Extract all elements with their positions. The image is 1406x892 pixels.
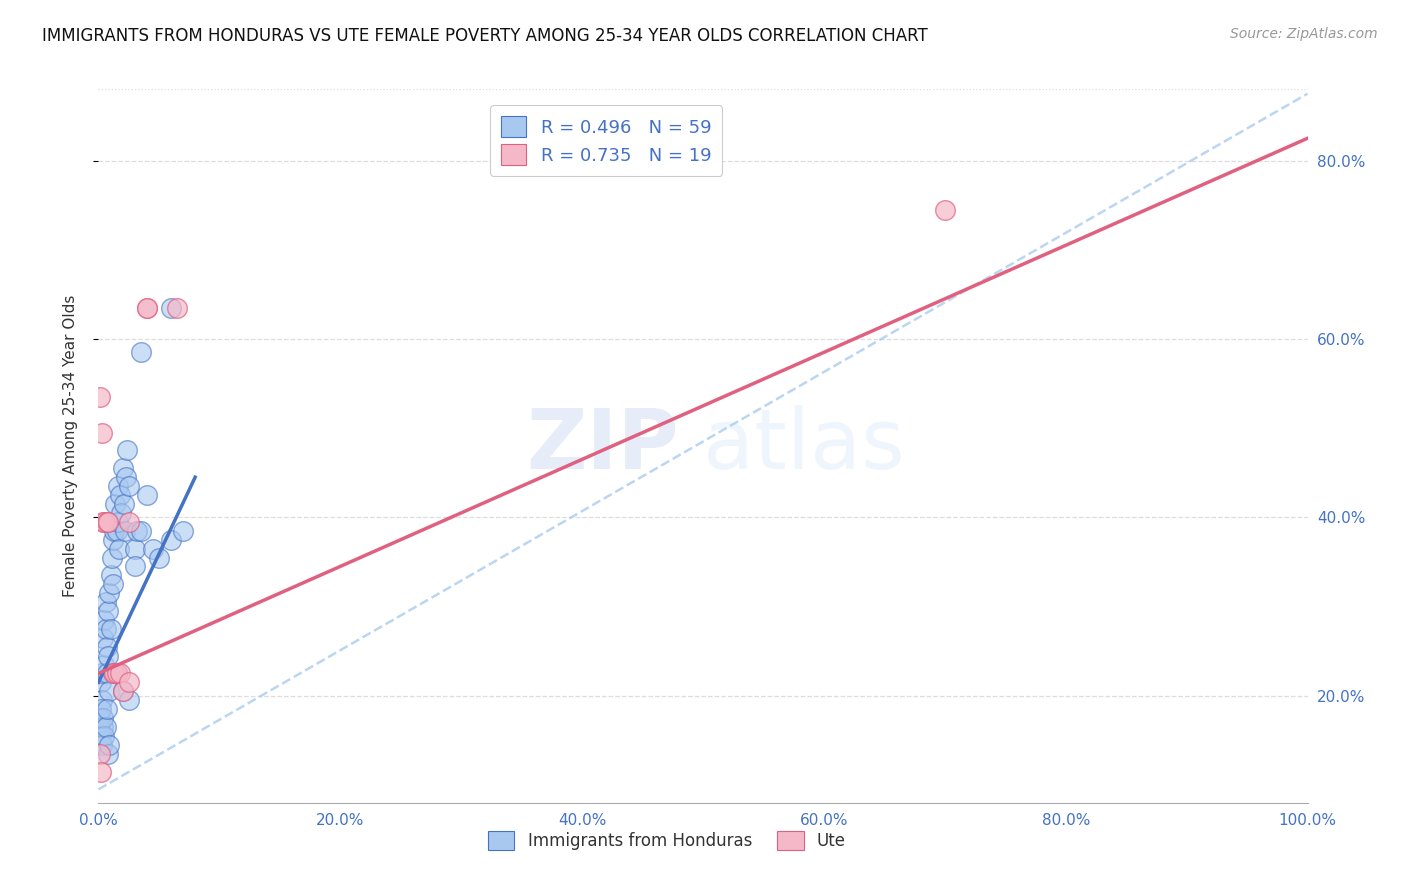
Point — [108, 666, 131, 681]
Point — [97, 515, 120, 529]
Point — [103, 666, 125, 681]
Point — [118, 515, 141, 529]
Point — [107, 479, 129, 493]
Point — [105, 666, 128, 681]
Point — [148, 550, 170, 565]
Point — [101, 577, 124, 591]
Point — [91, 711, 114, 725]
Point — [107, 515, 129, 529]
Point — [934, 202, 956, 217]
Point — [110, 506, 132, 520]
Point — [97, 747, 120, 761]
Point — [124, 541, 146, 556]
Point — [91, 738, 114, 752]
Point — [111, 684, 134, 698]
Point — [103, 524, 125, 538]
Point — [104, 497, 127, 511]
Point — [89, 711, 111, 725]
Point — [97, 604, 120, 618]
Point — [93, 515, 115, 529]
Point — [166, 301, 188, 315]
Point — [94, 720, 117, 734]
Point — [91, 666, 114, 681]
Point — [98, 586, 121, 600]
Point — [93, 613, 115, 627]
Point — [100, 622, 122, 636]
Point — [135, 488, 157, 502]
Point — [96, 666, 118, 681]
Point — [108, 541, 131, 556]
Point — [111, 684, 134, 698]
Point — [90, 729, 112, 743]
Point — [101, 666, 124, 681]
Point — [91, 720, 114, 734]
Text: IMMIGRANTS FROM HONDURAS VS UTE FEMALE POVERTY AMONG 25-34 YEAR OLDS CORRELATION: IMMIGRANTS FROM HONDURAS VS UTE FEMALE P… — [42, 27, 928, 45]
Text: atlas: atlas — [703, 406, 904, 486]
Point — [96, 702, 118, 716]
Point — [124, 559, 146, 574]
Point — [135, 301, 157, 315]
Point — [100, 550, 122, 565]
Point — [90, 702, 112, 716]
Point — [90, 764, 112, 779]
Point — [142, 541, 165, 556]
Point — [90, 675, 112, 690]
Legend: Immigrants from Honduras, Ute: Immigrants from Honduras, Ute — [479, 822, 855, 859]
Point — [93, 729, 115, 743]
Point — [129, 345, 152, 359]
Point — [98, 738, 121, 752]
Point — [127, 524, 149, 538]
Point — [105, 524, 128, 538]
Point — [98, 684, 121, 698]
Point — [118, 479, 141, 493]
Point — [160, 533, 183, 547]
Point — [111, 461, 134, 475]
Point — [94, 595, 117, 609]
Point — [89, 720, 111, 734]
Text: ZIP: ZIP — [526, 406, 679, 486]
Point — [91, 425, 114, 440]
Point — [114, 524, 136, 538]
Point — [94, 622, 117, 636]
Point — [160, 301, 183, 315]
Point — [129, 524, 152, 538]
Point — [89, 747, 111, 761]
Point — [115, 470, 138, 484]
Text: Source: ZipAtlas.com: Source: ZipAtlas.com — [1230, 27, 1378, 41]
Point — [97, 648, 120, 663]
Point — [118, 693, 141, 707]
Point — [96, 640, 118, 654]
Point — [100, 568, 122, 582]
Point — [91, 515, 114, 529]
Point — [91, 631, 114, 645]
Point — [117, 443, 139, 458]
Point — [172, 524, 194, 538]
Point — [93, 657, 115, 672]
Point — [105, 666, 128, 681]
Point — [112, 497, 135, 511]
Y-axis label: Female Poverty Among 25-34 Year Olds: Female Poverty Among 25-34 Year Olds — [63, 295, 77, 597]
Point — [108, 488, 131, 502]
Point — [96, 515, 118, 529]
Point — [91, 693, 114, 707]
Point — [101, 533, 124, 547]
Point — [89, 390, 111, 404]
Point — [135, 301, 157, 315]
Point — [118, 675, 141, 690]
